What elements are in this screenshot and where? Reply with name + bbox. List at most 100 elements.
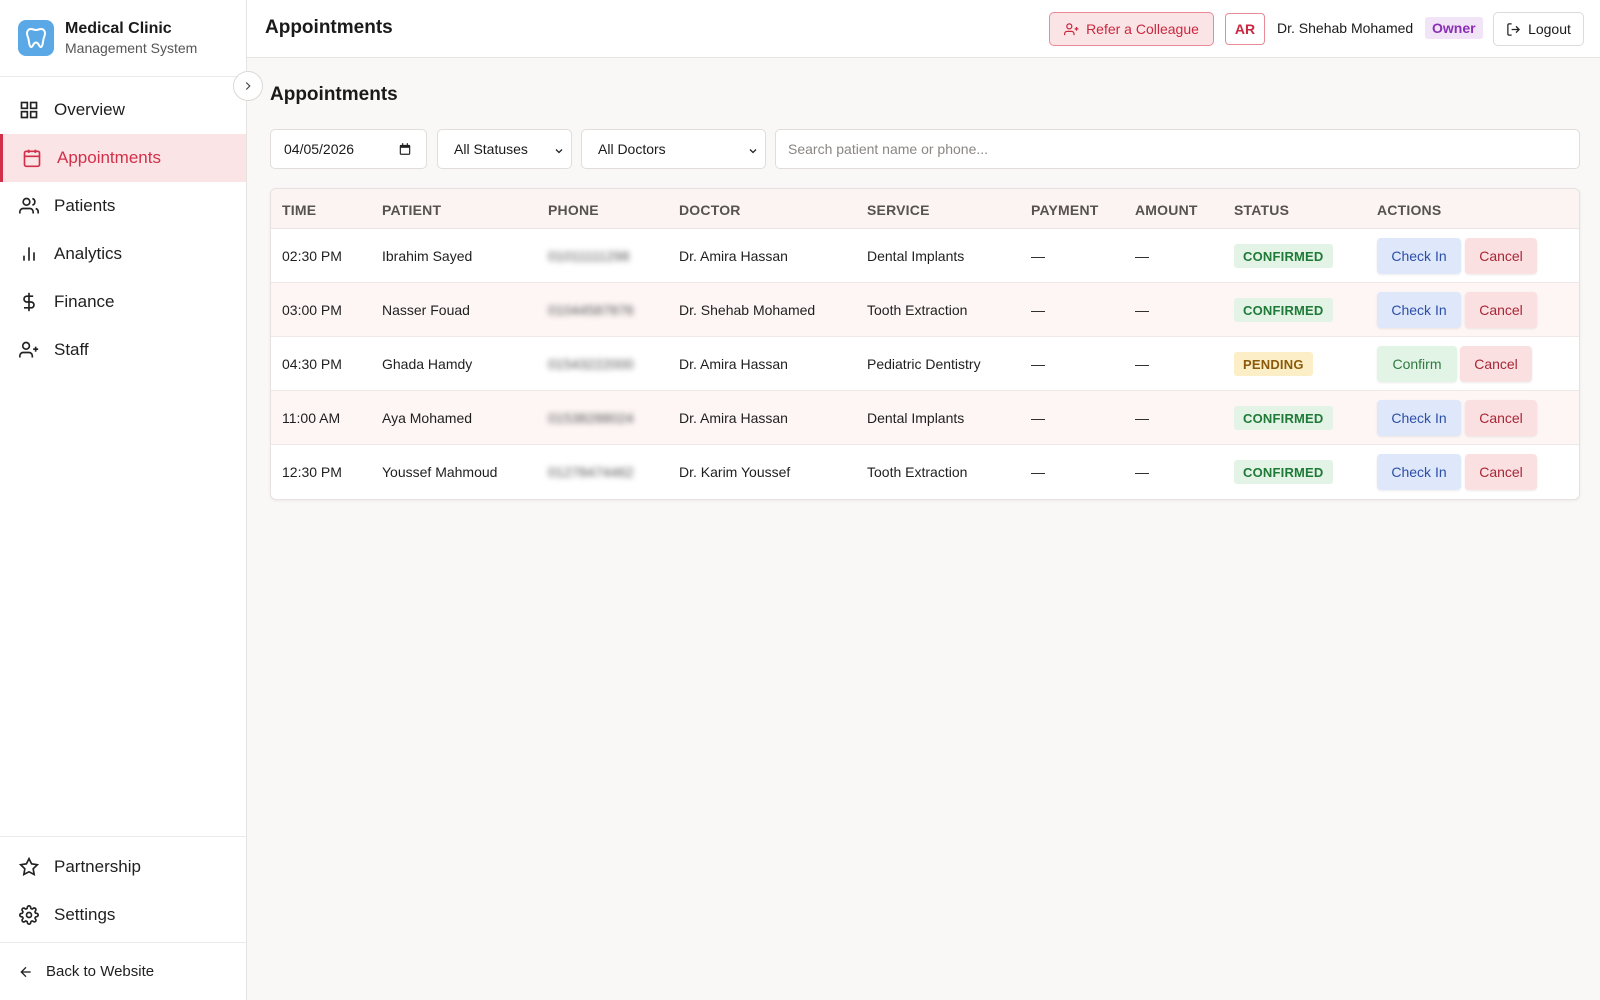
service-cell: Dental Implants (867, 410, 965, 426)
brand-title: Medical Clinic (65, 20, 172, 37)
check-in-button[interactable]: Check In (1377, 454, 1461, 490)
sidebar-item-staff[interactable]: Staff (0, 326, 246, 374)
status-badge: CONFIRMED (1234, 298, 1333, 322)
back-to-website-label: Back to Website (46, 963, 155, 980)
sidebar-item-label: Finance (54, 292, 115, 311)
phone-cell: 01044587876 (548, 302, 634, 318)
phone-cell: 01278474462 (548, 464, 634, 480)
sidebar-item-overview[interactable]: Overview (0, 86, 246, 134)
appointments-table: TIME PATIENT PHONE DOCTOR SERVICE PAYMEN… (270, 188, 1580, 500)
status-filter-select[interactable]: All Statuses (437, 129, 572, 169)
doctor-cell: Dr. Shehab Mohamed (679, 302, 816, 318)
sidebar: Medical Clinic Management System Overvie… (0, 0, 247, 1000)
logout-button[interactable]: Logout (1493, 12, 1584, 46)
sidebar-item-label: Appointments (57, 148, 161, 167)
cancel-button[interactable]: Cancel (1465, 454, 1537, 490)
logout-icon (1507, 22, 1521, 36)
logout-label: Logout (1528, 21, 1571, 37)
amount-cell: — (1135, 302, 1149, 318)
column-header: PATIENT (382, 202, 442, 218)
time-cell: 11:00 AM (282, 410, 341, 426)
doctor-cell: Dr. Amira Hassan (679, 356, 788, 372)
time-cell: 12:30 PM (282, 464, 342, 480)
check-in-button[interactable]: Check In (1377, 292, 1461, 328)
status-badge: CONFIRMED (1234, 244, 1333, 268)
column-header: STATUS (1234, 202, 1290, 218)
refer-colleague-button[interactable]: Refer a Colleague (1049, 12, 1214, 46)
payment-cell: — (1031, 248, 1045, 264)
sidebar-item-label: Patients (54, 196, 116, 215)
column-header: PAYMENT (1031, 202, 1099, 218)
payment-cell: — (1031, 356, 1045, 372)
cancel-button[interactable]: Cancel (1465, 400, 1537, 436)
doctor-filter-select[interactable]: All Doctors (581, 129, 766, 169)
language-toggle-button[interactable]: AR (1225, 13, 1265, 45)
section-heading: Appointments (270, 84, 398, 105)
confirm-button[interactable]: Confirm (1377, 346, 1457, 382)
column-header: PHONE (548, 202, 599, 218)
refer-colleague-label: Refer a Colleague (1086, 21, 1199, 37)
cancel-button[interactable]: Cancel (1460, 346, 1532, 382)
sidebar-item-partnership[interactable]: Partnership (0, 843, 246, 891)
column-header: ACTIONS (1377, 202, 1442, 218)
sidebar-item-analytics[interactable]: Analytics (0, 230, 246, 278)
doctor-cell: Dr. Karim Youssef (679, 464, 791, 480)
column-header: AMOUNT (1135, 202, 1198, 218)
patient-cell: Ghada Hamdy (382, 356, 473, 372)
doctor-cell: Dr. Amira Hassan (679, 248, 788, 264)
date-filter-input[interactable]: 04/05/2026 (270, 129, 427, 169)
column-header: DOCTOR (679, 202, 741, 218)
user-plus-icon (1064, 22, 1079, 35)
search-input[interactable]: Search patient name or phone... (775, 129, 1580, 169)
calendar-icon[interactable] (398, 142, 412, 156)
table-row: 11:00 AM Aya Mohamed 01538288024 Dr. Ami… (271, 391, 1579, 445)
cancel-button[interactable]: Cancel (1465, 292, 1537, 328)
chevron-down-icon (749, 149, 757, 154)
table-row: 02:30 PM Ibrahim Sayed 01011111298 Dr. A… (271, 229, 1579, 283)
sidebar-item-label: Analytics (54, 244, 123, 263)
amount-cell: — (1135, 356, 1149, 372)
sidebar-bottom-nav: Partnership Settings (0, 836, 246, 939)
payment-cell: — (1031, 410, 1045, 426)
role-badge: Owner (1425, 17, 1483, 39)
back-to-website-link[interactable]: Back to Website (0, 942, 246, 1000)
amount-cell: — (1135, 248, 1149, 264)
payment-cell: — (1031, 302, 1045, 318)
cancel-button[interactable]: Cancel (1465, 238, 1537, 274)
date-value: 04/05/2026 (284, 141, 355, 157)
sidebar-item-label: Staff (54, 340, 89, 359)
search-placeholder: Search patient name or phone... (788, 141, 989, 157)
service-cell: Tooth Extraction (867, 302, 968, 318)
status-badge: PENDING (1234, 352, 1313, 376)
sidebar-item-label: Partnership (54, 857, 141, 876)
sidebar-item-appointments[interactable]: Appointments (0, 134, 246, 182)
sidebar-item-label: Settings (54, 905, 116, 924)
sidebar-item-finance[interactable]: Finance (0, 278, 246, 326)
sidebar-item-settings[interactable]: Settings (0, 891, 246, 939)
brand-subtitle: Management System (65, 40, 198, 56)
check-in-button[interactable]: Check In (1377, 400, 1461, 436)
service-cell: Pediatric Dentistry (867, 356, 981, 372)
top-header: Appointments Refer a Colleague AR Dr. Sh… (247, 0, 1600, 58)
status-filter-value: All Statuses (454, 141, 528, 157)
sidebar-item-patients[interactable]: Patients (0, 182, 246, 230)
tooth-logo-icon (18, 20, 54, 56)
status-badge: CONFIRMED (1234, 406, 1333, 430)
time-cell: 04:30 PM (282, 356, 342, 372)
arrow-left-icon (18, 964, 34, 980)
chevron-down-icon (555, 149, 563, 154)
grid-icon (18, 99, 40, 121)
check-in-button[interactable]: Check In (1377, 238, 1461, 274)
time-cell: 03:00 PM (282, 302, 342, 318)
column-header: SERVICE (867, 202, 930, 218)
doctor-filter-value: All Doctors (598, 141, 666, 157)
amount-cell: — (1135, 464, 1149, 480)
doctor-cell: Dr. Amira Hassan (679, 410, 788, 426)
service-cell: Dental Implants (867, 248, 965, 264)
table-row: 12:30 PM Youssef Mahmoud 01278474462 Dr.… (271, 445, 1579, 499)
phone-cell: 01538288024 (548, 410, 634, 426)
table-row: 03:00 PM Nasser Fouad 01044587876 Dr. Sh… (271, 283, 1579, 337)
column-header: TIME (282, 202, 317, 218)
sidebar-collapse-button[interactable] (233, 71, 263, 101)
users-icon (18, 195, 40, 217)
